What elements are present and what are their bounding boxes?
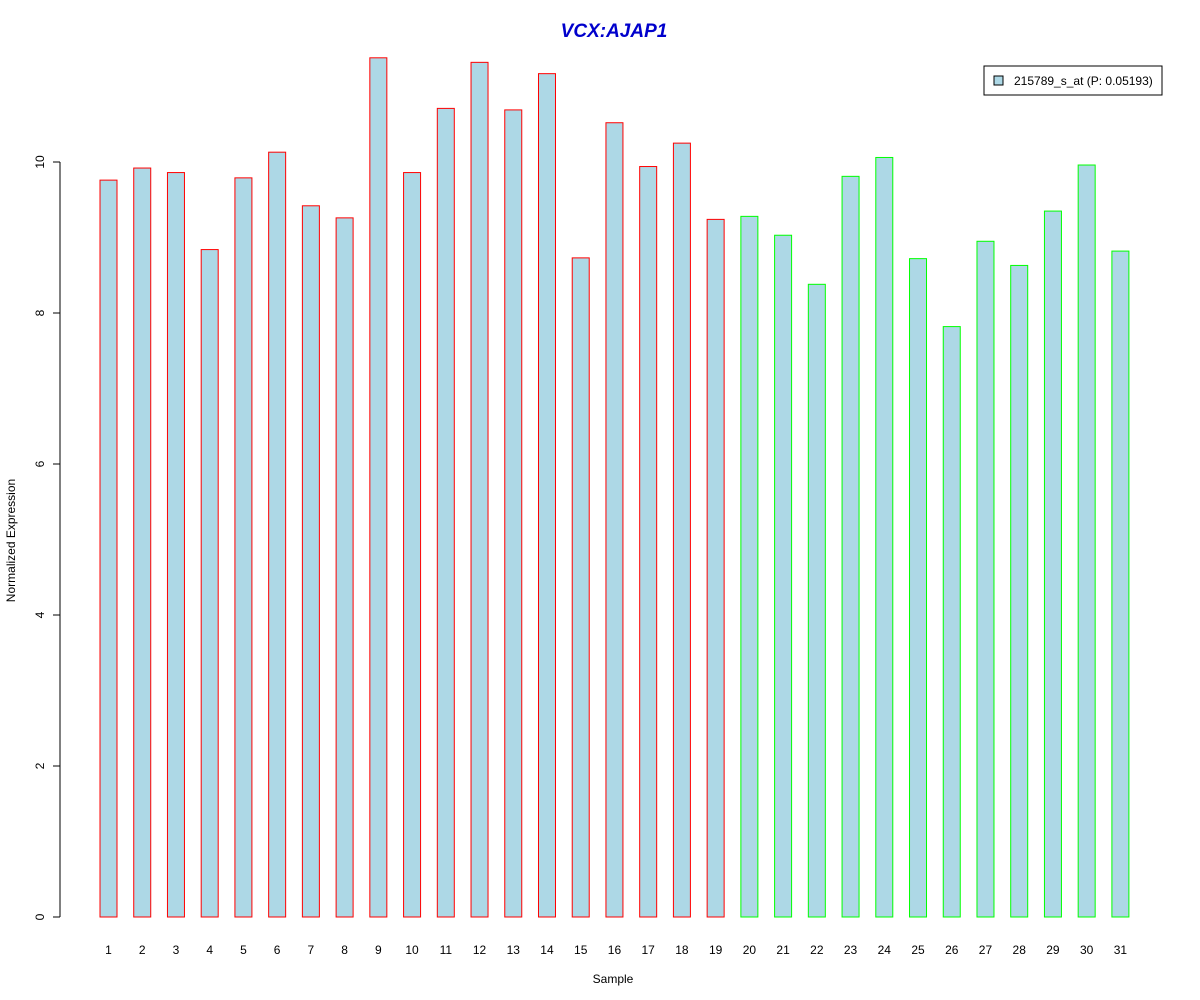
bar-sample-26 (942, 326, 961, 918)
bar-sample-23 (841, 175, 860, 918)
bar-sample-20 (740, 215, 759, 918)
bar-sample-6 (268, 151, 287, 918)
x-tick-label: 7 (308, 943, 315, 957)
bar-sample-11 (436, 107, 455, 918)
bar-sample-29 (1043, 210, 1062, 918)
x-tick-label: 28 (1013, 943, 1027, 957)
x-tick-label: 13 (507, 943, 521, 957)
x-tick-label: 9 (375, 943, 382, 957)
x-tick-label: 25 (911, 943, 925, 957)
x-tick-label: 2 (139, 943, 146, 957)
x-tick-label: 20 (743, 943, 757, 957)
x-tick-label: 26 (945, 943, 959, 957)
x-tick-label: 3 (173, 943, 180, 957)
x-tick-label: 22 (810, 943, 824, 957)
bar-sample-7 (301, 205, 320, 918)
bar-sample-3 (166, 172, 185, 918)
bar-sample-10 (403, 172, 422, 918)
x-tick-label: 19 (709, 943, 723, 957)
legend-label: 215789_s_at (P: 0.05193) (1014, 74, 1153, 88)
x-tick-label: 29 (1046, 943, 1060, 957)
bar-sample-17 (639, 166, 658, 918)
bar-sample-24 (875, 156, 894, 918)
x-tick-label: 1 (105, 943, 112, 957)
x-tick-label: 23 (844, 943, 858, 957)
x-axis-label: Sample (593, 972, 634, 986)
bar-sample-30 (1077, 164, 1096, 918)
bar-sample-15 (571, 257, 590, 918)
bar-sample-22 (807, 283, 826, 918)
legend-box (983, 65, 1163, 96)
bar-sample-12 (470, 61, 489, 918)
bar-sample-18 (672, 142, 691, 918)
x-tick-label: 11 (440, 943, 453, 957)
bar-sample-31 (1111, 250, 1130, 918)
y-tick-label: 10 (33, 155, 47, 169)
bars-group (99, 57, 1130, 918)
chart-title: VCX:AJAP1 (561, 21, 668, 42)
x-tick-label: 16 (608, 943, 622, 957)
x-tick-label: 5 (240, 943, 247, 957)
bar-sample-13 (504, 109, 523, 918)
y-axis-label: Normalized Expression (4, 479, 18, 602)
y-tick-label: 6 (33, 460, 47, 467)
x-tick-label: 24 (878, 943, 892, 957)
bar-sample-8 (335, 217, 354, 918)
x-tick-label: 14 (540, 943, 554, 957)
y-axis: 0 2 4 6 8 10 (33, 155, 61, 920)
legend: 215789_s_at (P: 0.05193) (983, 65, 1163, 96)
bar-sample-2 (133, 167, 152, 918)
x-tick-label: 17 (642, 943, 656, 957)
x-tick-label: 10 (405, 943, 419, 957)
x-tick-label: 6 (274, 943, 281, 957)
x-tick-label: 12 (473, 943, 487, 957)
x-tick-label: 4 (206, 943, 213, 957)
x-tick-label: 15 (574, 943, 588, 957)
bar-sample-4 (200, 249, 219, 918)
y-tick-label: 0 (33, 913, 47, 920)
x-tick-label: 31 (1114, 943, 1128, 957)
y-tick-label: 4 (33, 611, 47, 618)
x-tick-label: 30 (1080, 943, 1094, 957)
bar-sample-5 (234, 177, 253, 918)
y-tick-label: 8 (33, 309, 47, 316)
bar-sample-27 (976, 240, 995, 918)
bar-sample-25 (909, 258, 928, 918)
bar-sample-9 (369, 57, 388, 918)
bar-sample-16 (605, 122, 624, 918)
bar-sample-14 (537, 73, 556, 918)
bar-sample-21 (774, 234, 793, 918)
x-tick-label: 27 (979, 943, 993, 957)
y-tick-label: 2 (33, 762, 47, 769)
x-axis: 1 2 3 4 5 6 7 8 9 10 11 12 13 14 15 16 17 18 19 20 21 22 23 24 2… (105, 943, 1127, 957)
x-tick-label: 21 (776, 943, 790, 957)
bar-sample-28 (1010, 264, 1029, 918)
bar-sample-19 (706, 218, 725, 918)
x-tick-label: 18 (675, 943, 689, 957)
legend-swatch (993, 75, 1004, 86)
bar-sample-1 (99, 179, 118, 918)
x-tick-label: 8 (341, 943, 348, 957)
